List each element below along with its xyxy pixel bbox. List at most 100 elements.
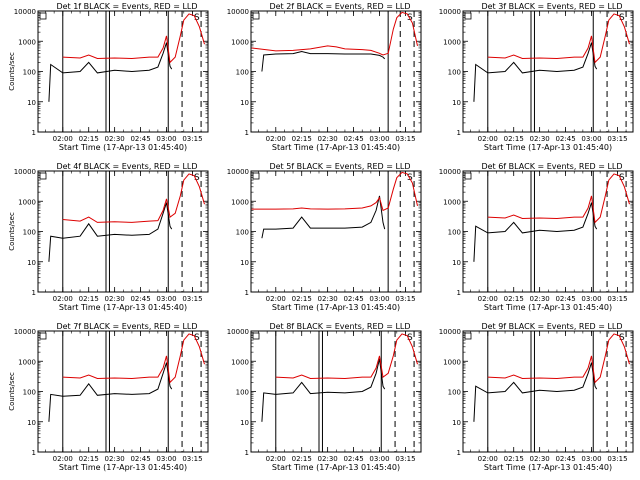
series-lld bbox=[251, 11, 418, 56]
corner-label: S bbox=[194, 173, 200, 183]
panel-det-1: Det 1f BLACK = Events, RED = LLD S 1 10 100 1… bbox=[8, 2, 209, 152]
series-events bbox=[261, 195, 386, 239]
x-tick-label: 03:15 bbox=[607, 295, 627, 303]
y-tick-label: 1 bbox=[32, 449, 36, 457]
panel-det-3: Det 3f BLACK = Events, RED = LLD S 1 10 100 1… bbox=[439, 2, 634, 152]
x-axis-label: Start Time (17-Apr-13 01:45:40) bbox=[484, 143, 612, 152]
y-tick-label: 10 bbox=[452, 259, 461, 267]
y-tick-label: 1000 bbox=[443, 198, 461, 206]
y-tick-label: 10000 bbox=[227, 328, 249, 336]
series-events bbox=[48, 202, 173, 262]
x-tick-label: 03:15 bbox=[607, 135, 627, 143]
y-axis-label: Counts/sec bbox=[8, 212, 16, 251]
y-tick-label: 10000 bbox=[439, 8, 461, 16]
y-tick-label: 1000 bbox=[443, 38, 461, 46]
x-tick-label: 02:45 bbox=[130, 135, 150, 143]
x-tick-label: 02:15 bbox=[504, 295, 524, 303]
panel-title: Det 2f BLACK = Events, RED = LLD bbox=[269, 2, 410, 11]
y-tick-label: 10000 bbox=[14, 168, 36, 176]
x-tick-label: 02:15 bbox=[79, 455, 99, 463]
y-axis-label: Counts/sec bbox=[8, 52, 16, 91]
x-tick-label: 02:45 bbox=[555, 295, 575, 303]
y-tick-label: 1 bbox=[245, 289, 249, 297]
corner-label: S bbox=[619, 173, 625, 183]
corner-label: S bbox=[194, 333, 200, 343]
y-tick-label: 10 bbox=[452, 419, 461, 427]
corner-box bbox=[464, 172, 472, 180]
panel-title: Det 8f BLACK = Events, RED = LLD bbox=[269, 322, 410, 331]
x-tick-label: 03:00 bbox=[581, 295, 601, 303]
y-tick-label: 10000 bbox=[227, 8, 249, 16]
series-events bbox=[473, 202, 598, 262]
y-tick-label: 100 bbox=[23, 229, 36, 237]
x-axis-label: Start Time (17-Apr-13 01:45:40) bbox=[59, 463, 187, 472]
x-tick-label: 02:45 bbox=[555, 135, 575, 143]
x-tick-label: 03:00 bbox=[369, 135, 389, 143]
x-tick-label: 02:00 bbox=[53, 455, 73, 463]
series-lld bbox=[275, 333, 418, 380]
y-tick-label: 1 bbox=[245, 449, 249, 457]
x-axis-label: Start Time (17-Apr-13 01:45:40) bbox=[272, 303, 400, 312]
x-tick-label: 02:15 bbox=[292, 135, 312, 143]
x-tick-label: 02:30 bbox=[318, 295, 338, 303]
x-tick-label: 02:45 bbox=[130, 295, 150, 303]
x-tick-label: 02:00 bbox=[478, 135, 498, 143]
x-tick-label: 02:00 bbox=[478, 455, 498, 463]
y-tick-label: 10 bbox=[240, 99, 249, 107]
series-events bbox=[48, 362, 173, 422]
x-tick-label: 02:45 bbox=[555, 455, 575, 463]
corner-box bbox=[39, 12, 47, 20]
panel-det-2: Det 2f BLACK = Events, RED = LLDS1101001… bbox=[227, 2, 422, 152]
panel-det-5: Det 5f BLACK = Events, RED = LLDS1101001… bbox=[227, 162, 422, 312]
y-tick-label: 10000 bbox=[439, 168, 461, 176]
series-events bbox=[473, 362, 598, 422]
x-tick-label: 02:15 bbox=[79, 135, 99, 143]
panel-title: Det 1f BLACK = Events, RED = LLD bbox=[56, 2, 197, 11]
panel-det-6: Det 6f BLACK = Events, RED = LLD S 1 10 100 1… bbox=[439, 162, 634, 312]
x-tick-label: 02:00 bbox=[266, 135, 286, 143]
x-tick-label: 02:30 bbox=[105, 295, 125, 303]
corner-label: S bbox=[407, 333, 413, 343]
series-events bbox=[261, 50, 386, 72]
x-axis-label: Start Time (17-Apr-13 01:45:40) bbox=[484, 303, 612, 312]
series-lld bbox=[251, 171, 418, 212]
x-tick-label: 03:15 bbox=[182, 295, 202, 303]
x-tick-label: 03:15 bbox=[395, 455, 415, 463]
y-tick-label: 1000 bbox=[231, 358, 249, 366]
y-tick-label: 10 bbox=[27, 419, 36, 427]
y-tick-label: 1 bbox=[457, 289, 461, 297]
x-tick-label: 02:15 bbox=[504, 455, 524, 463]
y-tick-label: 1 bbox=[32, 129, 36, 137]
y-tick-label: 1 bbox=[245, 129, 249, 137]
x-tick-label: 03:00 bbox=[581, 455, 601, 463]
corner-box bbox=[252, 332, 260, 340]
y-axis-label: Counts/sec bbox=[8, 372, 16, 411]
y-tick-label: 1000 bbox=[443, 358, 461, 366]
x-tick-label: 03:15 bbox=[395, 295, 415, 303]
y-tick-label: 10000 bbox=[14, 328, 36, 336]
x-tick-label: 03:15 bbox=[607, 455, 627, 463]
x-tick-label: 02:30 bbox=[318, 455, 338, 463]
y-tick-label: 10 bbox=[27, 259, 36, 267]
series-lld bbox=[62, 13, 205, 64]
corner-box bbox=[39, 332, 47, 340]
corner-box bbox=[252, 12, 260, 20]
corner-box bbox=[252, 172, 260, 180]
x-tick-label: 03:15 bbox=[395, 135, 415, 143]
y-tick-label: 100 bbox=[236, 389, 249, 397]
series-lld bbox=[62, 333, 205, 384]
x-tick-label: 02:45 bbox=[130, 455, 150, 463]
y-tick-label: 100 bbox=[23, 389, 36, 397]
x-tick-label: 02:15 bbox=[292, 295, 312, 303]
y-tick-label: 10000 bbox=[14, 8, 36, 16]
x-tick-label: 02:00 bbox=[266, 295, 286, 303]
x-tick-label: 02:00 bbox=[266, 455, 286, 463]
x-tick-label: 03:15 bbox=[182, 455, 202, 463]
x-tick-label: 02:00 bbox=[53, 295, 73, 303]
corner-label: S bbox=[619, 13, 625, 23]
series-events bbox=[261, 358, 386, 422]
panel-title: Det 6f BLACK = Events, RED = LLD bbox=[481, 162, 622, 171]
corner-box bbox=[464, 12, 472, 20]
x-tick-label: 02:30 bbox=[530, 295, 550, 303]
